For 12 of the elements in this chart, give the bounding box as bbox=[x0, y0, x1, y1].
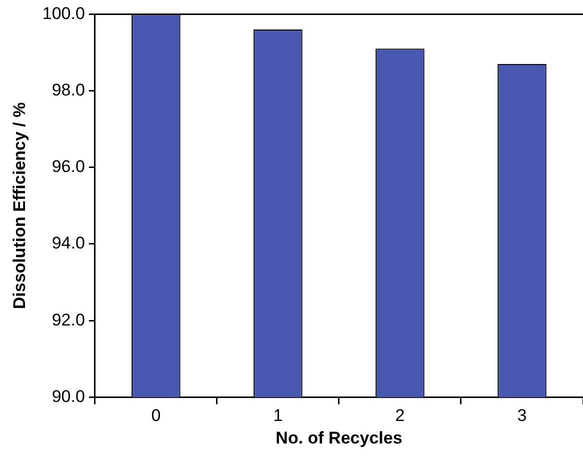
y-tick-label: 98.0 bbox=[52, 80, 85, 100]
y-tick-label: 92.0 bbox=[52, 310, 85, 330]
y-axis-title: Dissolution Efficiency / % bbox=[10, 102, 29, 310]
x-tick-label: 3 bbox=[517, 406, 527, 426]
y-tick-label: 100.0 bbox=[42, 4, 85, 23]
y-tick-label: 96.0 bbox=[52, 157, 85, 176]
x-tick-label: 1 bbox=[273, 406, 283, 426]
x-tick-label: 0 bbox=[151, 406, 161, 426]
y-tick-label: 94.0 bbox=[52, 234, 85, 253]
x-tick-label: 2 bbox=[395, 406, 405, 426]
y-tick-label: 90.0 bbox=[52, 386, 85, 406]
x-axis-title: No. of Recycles bbox=[276, 428, 402, 448]
